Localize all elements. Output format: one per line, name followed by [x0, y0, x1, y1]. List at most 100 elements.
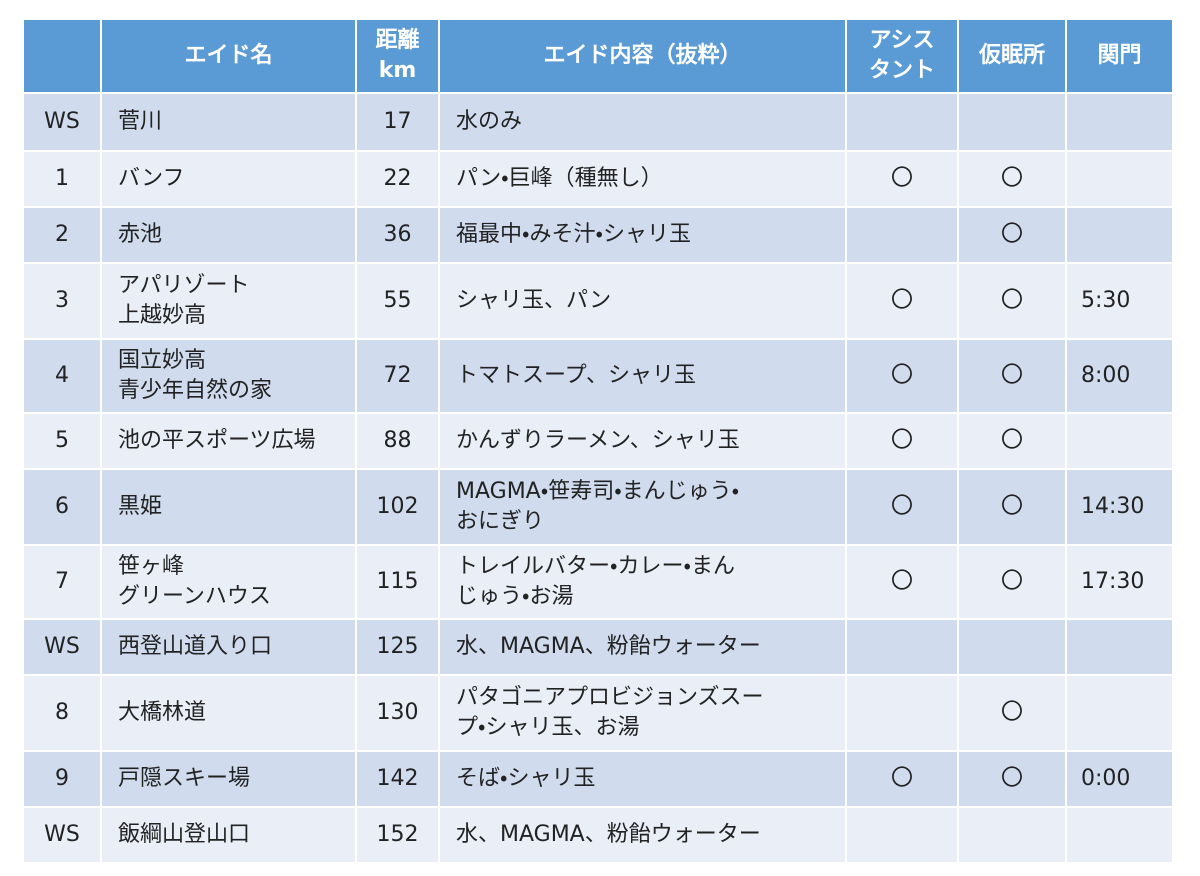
cell-text: 0:00 [1081, 766, 1131, 791]
cell: かんずりラーメン、シャリ玉 [438, 412, 847, 470]
cell: 赤池 [100, 206, 357, 264]
cell: 国立妙高 青少年自然の家 [100, 338, 357, 414]
aid-table: エイド名 距離 km エイド内容（抜粋） アシス タント 仮眠所 関門 WS 菅川 17 水のみ 1 バ… [22, 18, 1174, 864]
cell-text: 〇 [890, 363, 913, 388]
cell-text: 22 [383, 166, 412, 191]
cell-text: 9 [55, 766, 69, 791]
cell: 55 [355, 262, 440, 340]
cell: 〇 [957, 262, 1067, 340]
cell-line: MAGMA・笹寿司・まんじゅう・ [456, 479, 740, 504]
cell: 9 [22, 750, 102, 808]
cell-line: 福最中・みそ汁・シャリ玉 [456, 222, 691, 247]
table-row: 2 赤池 36 福最中・みそ汁・シャリ玉 〇 [22, 206, 1174, 264]
cell: 5 [22, 412, 102, 470]
cell: 〇 [845, 150, 959, 208]
cell-text: 〇 [890, 569, 913, 594]
cell [957, 806, 1067, 864]
cell [845, 674, 959, 752]
cell: 8 [22, 674, 102, 752]
cell [957, 92, 1067, 152]
cell-line: 上越妙高 [118, 303, 207, 328]
cell-text: WS [44, 822, 80, 847]
cell-text: 〇 [1000, 363, 1023, 388]
cell-line: 距離 [375, 28, 420, 53]
cell-text: 6 [55, 494, 69, 519]
cell: WS [22, 92, 102, 152]
cell: 〇 [957, 674, 1067, 752]
cell [957, 618, 1067, 676]
cell: 福最中・みそ汁・シャリ玉 [438, 206, 847, 264]
cell-line: 赤池 [118, 222, 163, 247]
cell-line: パタゴニアプロビジョンズスー [456, 685, 764, 710]
cell: 〇 [845, 468, 959, 546]
table-row: 1 バンフ 22 パン・巨峰（種無し） 〇 〇 [22, 150, 1174, 208]
cell: WS [22, 618, 102, 676]
cell [1065, 618, 1174, 676]
cell: 〇 [845, 544, 959, 620]
cell-line: トマトスープ、シャリ玉 [456, 363, 697, 388]
cell: 102 [355, 468, 440, 546]
header-cell: 関門 [1065, 18, 1174, 94]
cell: 14:30 [1065, 468, 1174, 546]
cell [1065, 206, 1174, 264]
header-cell: 仮眠所 [957, 18, 1067, 94]
cell-text: 8:00 [1081, 363, 1131, 388]
cell: 0:00 [1065, 750, 1174, 808]
cell: トレイルバター・カレー・まん じゅう・お湯 [438, 544, 847, 620]
cell-text: 〇 [1000, 700, 1023, 725]
cell: 22 [355, 150, 440, 208]
cell: 130 [355, 674, 440, 752]
cell-text: 115 [376, 569, 419, 594]
cell-line: km [378, 58, 417, 83]
cell: 5:30 [1065, 262, 1174, 340]
table-body: WS 菅川 17 水のみ 1 バンフ 22 パン・巨峰（種無し）〇〇 2 赤池 36 福最中・みそ汁・… [22, 92, 1174, 864]
cell: 3 [22, 262, 102, 340]
cell-text: 〇 [890, 428, 913, 453]
cell-line: じゅう・お湯 [456, 584, 574, 609]
cell-text: WS [44, 634, 80, 659]
header-row: エイド名 距離 km エイド内容（抜粋） アシス タント 仮眠所 関門 [22, 18, 1174, 94]
cell: トマトスープ、シャリ玉 [438, 338, 847, 414]
cell-text: 〇 [1000, 428, 1023, 453]
cell-line: 仮眠所 [978, 43, 1045, 68]
cell-text: WS [44, 109, 80, 134]
cell: 黒姫 [100, 468, 357, 546]
table-row: 8 大橋林道 130 パタゴニアプロビジョンズスー プ・シャリ玉、お湯 〇 [22, 674, 1174, 752]
table-row: 9 戸隠スキー場 142 そば・シャリ玉 〇 〇 0:00 [22, 750, 1174, 808]
cell-line: 水、MAGMA、粉飴ウォーター [456, 634, 761, 659]
cell-text: 8 [55, 700, 69, 725]
cell-text: 〇 [890, 288, 913, 313]
cell: 17:30 [1065, 544, 1174, 620]
table-row: WS 西登山道入り口 125 水、MAGMA、粉飴ウォーター [22, 618, 1174, 676]
cell: 36 [355, 206, 440, 264]
cell-text: 55 [383, 288, 412, 313]
cell: 142 [355, 750, 440, 808]
cell: 88 [355, 412, 440, 470]
header-cell: エイド内容（抜粋） [438, 18, 847, 94]
cell-line: シャリ玉、パン [456, 288, 612, 313]
cell: 水のみ [438, 92, 847, 152]
cell: 菅川 [100, 92, 357, 152]
cell-text: 88 [383, 428, 412, 453]
cell: 大橋林道 [100, 674, 357, 752]
cell-line: 飯綱山登山口 [118, 822, 251, 847]
cell-text: 142 [376, 766, 419, 791]
cell: アパリゾート 上越妙高 [100, 262, 357, 340]
cell-text: 7 [55, 569, 69, 594]
cell-line: エイド内容（抜粋） [543, 43, 742, 68]
cell [845, 92, 959, 152]
header-cell: エイド名 [100, 18, 357, 94]
cell-text: 36 [383, 222, 412, 247]
cell-text: 〇 [1000, 288, 1023, 313]
cell-text: 130 [376, 700, 419, 725]
cell-text: 2 [55, 222, 69, 247]
cell [845, 618, 959, 676]
table-header: エイド名 距離 km エイド内容（抜粋） アシス タント 仮眠所 関門 [22, 18, 1174, 94]
cell: 125 [355, 618, 440, 676]
cell-line: 戸隠スキー場 [118, 766, 251, 791]
cell-line: 水、MAGMA、粉飴ウォーター [456, 822, 761, 847]
cell: 7 [22, 544, 102, 620]
cell-text: 152 [376, 822, 419, 847]
cell [845, 806, 959, 864]
cell-text: 17:30 [1081, 569, 1145, 594]
